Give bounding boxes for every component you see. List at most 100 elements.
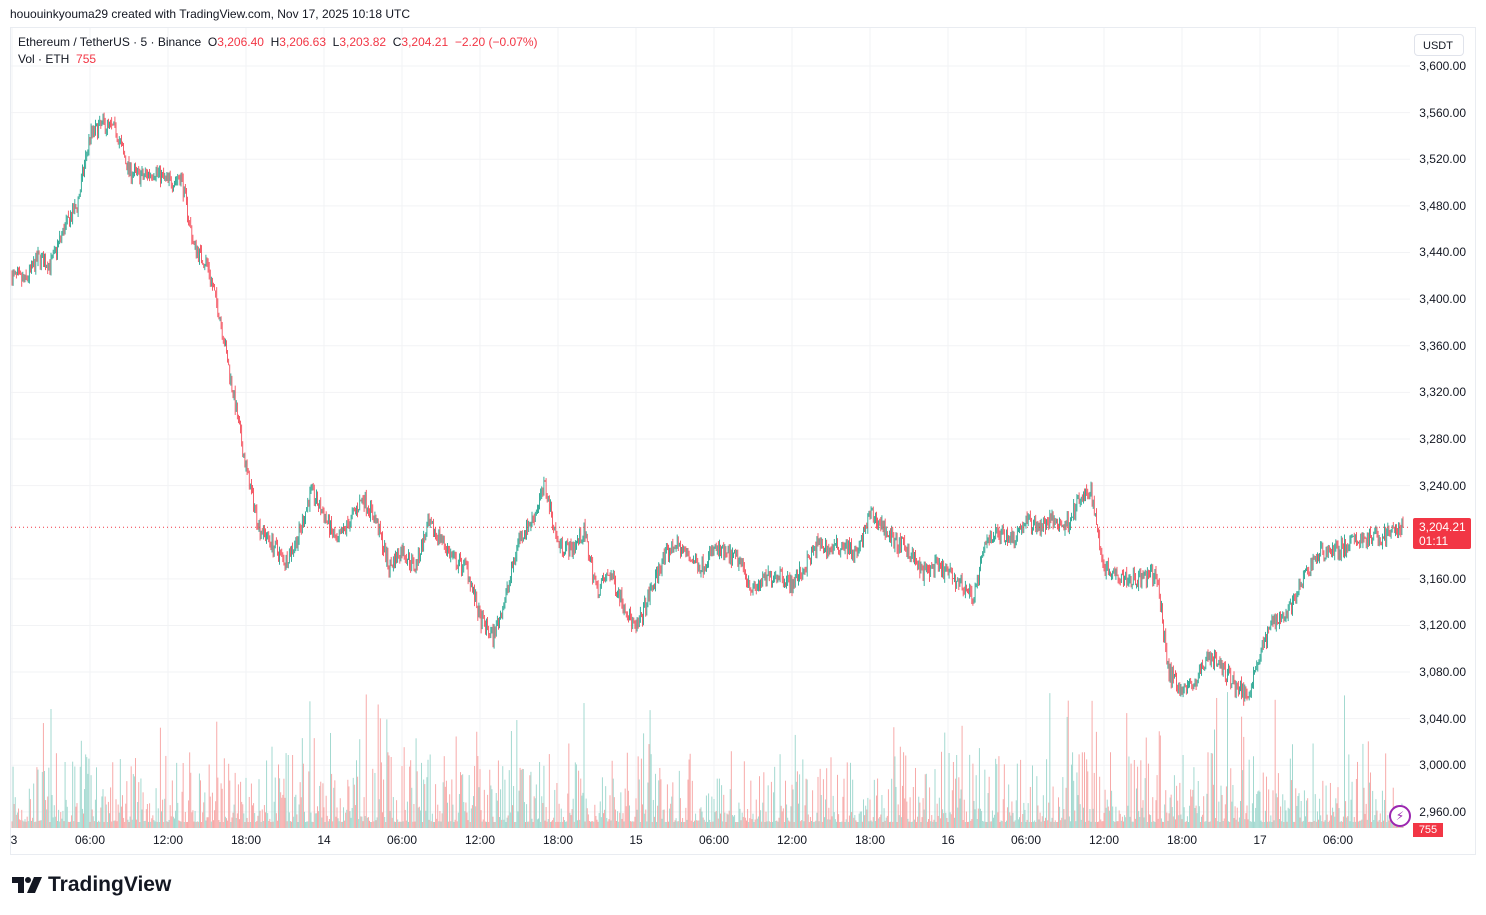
volume-bar [178,820,180,828]
volume-bar [983,821,985,828]
volume-bar [164,798,166,828]
volume-bar [506,817,508,828]
volume-bar [1150,815,1152,828]
volume-bar [1049,693,1051,828]
volume-bar [315,813,317,828]
volume-bar [534,798,536,828]
time-tick-label: 06:00 [1010,833,1042,847]
volume-bar [458,794,460,828]
volume-bar [1146,821,1148,828]
volume-bar [553,817,555,828]
volume-bar [1256,793,1258,828]
volume-bar [731,815,733,828]
volume-bar [1106,799,1108,828]
volume-bar [814,821,816,828]
volume-bar [567,793,569,828]
volume-bar [245,777,247,828]
low-label: L [332,35,340,49]
volume-bar [172,816,174,828]
volume-bar [971,819,973,828]
volume-bar [468,775,470,828]
volume-bar [1037,805,1039,828]
volume-bar [829,819,831,828]
volume-bar [62,810,64,828]
volume-bar [1303,790,1305,828]
volume-bar [1175,819,1176,828]
volume-bar [348,786,350,828]
volume-bar [1009,812,1011,828]
volume-bar [1134,818,1136,828]
volume-bar [917,816,919,828]
volume-bar [1177,800,1179,828]
volume-bar [317,806,318,828]
volume-bar [843,778,845,828]
tradingview-logo[interactable]: TradingView [12,873,171,897]
volume-bar [1292,744,1293,828]
volume-bar [661,818,663,828]
volume-bar [573,821,575,828]
volume-bar [361,816,363,828]
volume-bar [114,820,116,828]
volume-bar [156,821,158,828]
volume-bar [384,816,386,828]
volume-bar [321,817,323,828]
volume-bar [1246,805,1248,828]
volume-bar [1280,806,1282,828]
volume-bar [1348,754,1350,828]
volume-bar [347,779,349,828]
volume-bar [32,817,34,828]
volume-bar [796,771,798,828]
volume-bar [224,816,226,828]
volume-bar [1046,759,1048,828]
volume-bar [1237,821,1239,828]
volume-bar [1211,753,1213,828]
volume-bar [587,814,589,828]
volume-bar [440,821,442,828]
volume-bar [1279,819,1280,828]
currency-unit-button[interactable]: USDT [1414,34,1464,56]
volume-bar [374,772,376,828]
volume-bar [733,816,734,828]
volume-bar [946,817,948,828]
volume-bar [582,792,584,828]
volume-bar [709,819,711,828]
price-tick-label: 3,320.00 [1419,385,1466,400]
volume-bar [861,821,863,828]
chart-panel[interactable] [10,27,1476,855]
symbol-label[interactable]: Ethereum / TetherUS · 5 · Binance [18,35,202,49]
volume-label[interactable]: Vol · ETH [18,52,70,66]
volume-bar [1208,821,1210,828]
volume-bar [58,809,60,828]
volume-bar [904,798,906,828]
volume-bar [725,821,727,828]
volume-bar [118,812,120,828]
volume-bar [1013,821,1015,828]
volume-bar [1225,786,1227,828]
volume-bar [1098,821,1100,828]
volume-bar [1077,795,1079,828]
volume-bar [1281,821,1283,828]
volume-bar [257,815,259,828]
volume-bar [968,821,970,828]
volume-bar [521,768,523,828]
volume-bar [813,821,815,828]
volume-bar [743,761,745,828]
volume-bar [1386,821,1388,828]
lightning-icon[interactable]: ⚡ [1389,805,1411,827]
volume-bar [60,812,62,828]
volume-bar [941,751,942,828]
volume-bar [1132,821,1134,828]
volume-bar [700,807,702,828]
volume-bar [207,817,209,828]
volume-bar [1212,784,1214,828]
volume-bar [783,821,785,828]
volume-bar [262,820,264,828]
volume-bar [871,821,873,828]
volume-bar [1352,821,1354,828]
volume-bar [681,821,682,828]
volume-bar [1191,796,1193,828]
volume-bar [530,771,532,828]
volume-bar [1081,752,1083,828]
volume-bar [714,812,716,828]
